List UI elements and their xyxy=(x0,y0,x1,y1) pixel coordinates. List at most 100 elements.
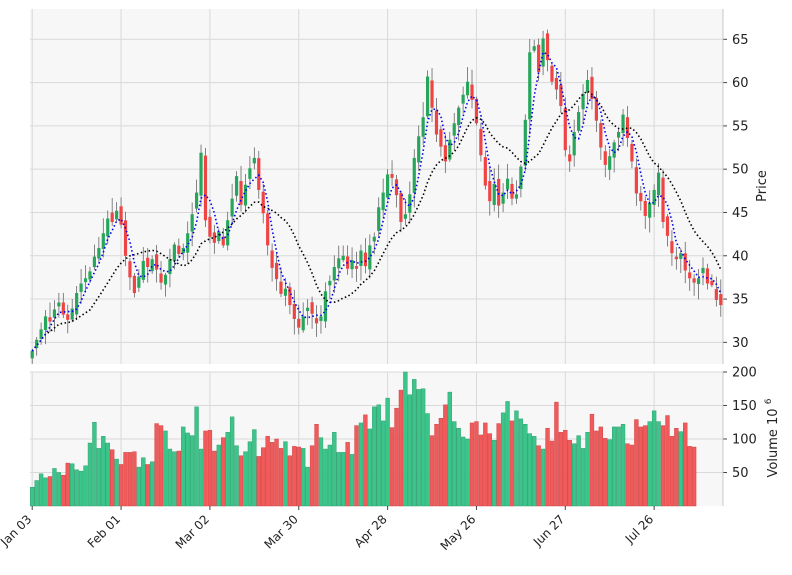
candle-body xyxy=(208,216,212,237)
price-tick-label: 55 xyxy=(732,119,749,134)
volume-bar xyxy=(580,448,586,507)
candle-body xyxy=(501,192,505,204)
candle-body xyxy=(648,202,652,218)
candle-body xyxy=(88,271,92,280)
volume-bar xyxy=(363,414,368,507)
volume-bar xyxy=(425,413,430,507)
x-tick-label: Mar 30 xyxy=(261,512,300,551)
volume-bar xyxy=(194,406,199,507)
candle-body xyxy=(679,253,683,259)
candle-body xyxy=(599,123,603,148)
price-tick-label: 60 xyxy=(732,76,749,91)
volume-bar xyxy=(327,444,333,507)
candle-body xyxy=(448,139,452,160)
volume-tick-label: 100 xyxy=(732,433,757,448)
candle-body xyxy=(488,181,492,202)
volume-bar xyxy=(656,421,661,507)
candle-body xyxy=(190,214,194,232)
volume-bar xyxy=(620,424,626,507)
candle-body xyxy=(119,206,123,225)
candle-body xyxy=(408,194,412,213)
x-tick-label: Apr 28 xyxy=(352,512,390,550)
x-tick-label: Feb 01 xyxy=(85,512,123,550)
x-tick-label: Jan 03 xyxy=(0,512,34,549)
volume-bar xyxy=(585,432,590,507)
volume-bar xyxy=(616,426,621,507)
x-tick-label: Mar 02 xyxy=(173,512,212,551)
price-tick-label: 50 xyxy=(732,163,749,178)
candle-body xyxy=(585,80,590,93)
volume-bar xyxy=(412,379,417,507)
candle-body xyxy=(266,213,270,246)
volume-bar xyxy=(96,448,102,507)
volume-bar xyxy=(261,447,266,507)
volume-bar xyxy=(469,422,475,507)
volume-bar xyxy=(56,472,62,507)
volume-bar xyxy=(172,451,177,507)
volume-bar xyxy=(136,466,142,507)
svg-text:Volume 10 6: Volume 10 6 xyxy=(764,398,781,477)
volume-bar xyxy=(532,436,537,507)
candle-body xyxy=(572,131,576,156)
price-tick-label: 30 xyxy=(732,336,749,351)
volume-bar xyxy=(61,474,66,507)
candle-body xyxy=(168,259,172,275)
candle-body xyxy=(688,272,692,279)
volume-bar xyxy=(309,445,315,507)
candle-body xyxy=(270,250,274,268)
candle-body xyxy=(399,192,403,222)
volume-bar xyxy=(118,464,124,507)
candle-body xyxy=(314,318,319,324)
volume-axis-label-base: 10 xyxy=(766,408,781,425)
volume-bar xyxy=(598,426,604,507)
volume-bar xyxy=(460,436,466,507)
candle-body xyxy=(439,129,443,147)
volume-bar xyxy=(341,452,346,507)
volume-bar xyxy=(105,442,110,507)
candle-body xyxy=(497,178,501,206)
volume-bar xyxy=(269,442,275,507)
candle-body xyxy=(577,112,581,131)
candle-body xyxy=(381,192,385,211)
volume-bar xyxy=(349,454,355,507)
candle-body xyxy=(132,275,136,293)
volume-bar xyxy=(536,445,541,507)
candle-body xyxy=(199,152,203,196)
candle-body xyxy=(377,207,381,231)
candle-body xyxy=(452,123,456,136)
candle-body xyxy=(505,178,510,190)
candle-body xyxy=(608,156,612,170)
candle-body xyxy=(230,198,234,217)
x-tick-label: May 26 xyxy=(438,512,479,553)
volume-bar xyxy=(474,421,479,507)
volume-bar xyxy=(252,429,257,507)
candle-body xyxy=(332,267,336,281)
candle-body xyxy=(696,278,701,285)
candle-body xyxy=(492,183,496,205)
volume-bar xyxy=(274,438,279,507)
volume-bar xyxy=(176,450,181,507)
candle-body xyxy=(665,216,670,236)
candle-body xyxy=(510,183,514,199)
volume-bar xyxy=(225,432,230,507)
volume-bar xyxy=(336,452,341,507)
candle-body xyxy=(719,294,723,306)
volume-bar xyxy=(594,430,599,507)
candle-body xyxy=(519,166,523,189)
candle-body xyxy=(425,76,430,117)
candle-body xyxy=(625,117,630,139)
candle-body xyxy=(310,302,314,314)
volume-bar xyxy=(292,446,297,507)
candle-body xyxy=(541,38,545,67)
candle-body xyxy=(417,136,421,163)
candle-body xyxy=(612,142,616,158)
candle-body xyxy=(479,128,483,156)
volume-bar xyxy=(540,448,546,507)
candle-body xyxy=(248,168,252,179)
candle-body xyxy=(634,167,638,194)
candle-body xyxy=(563,108,567,151)
volume-bar xyxy=(576,435,581,507)
volume-bar xyxy=(496,423,501,507)
candle-body xyxy=(643,200,647,216)
